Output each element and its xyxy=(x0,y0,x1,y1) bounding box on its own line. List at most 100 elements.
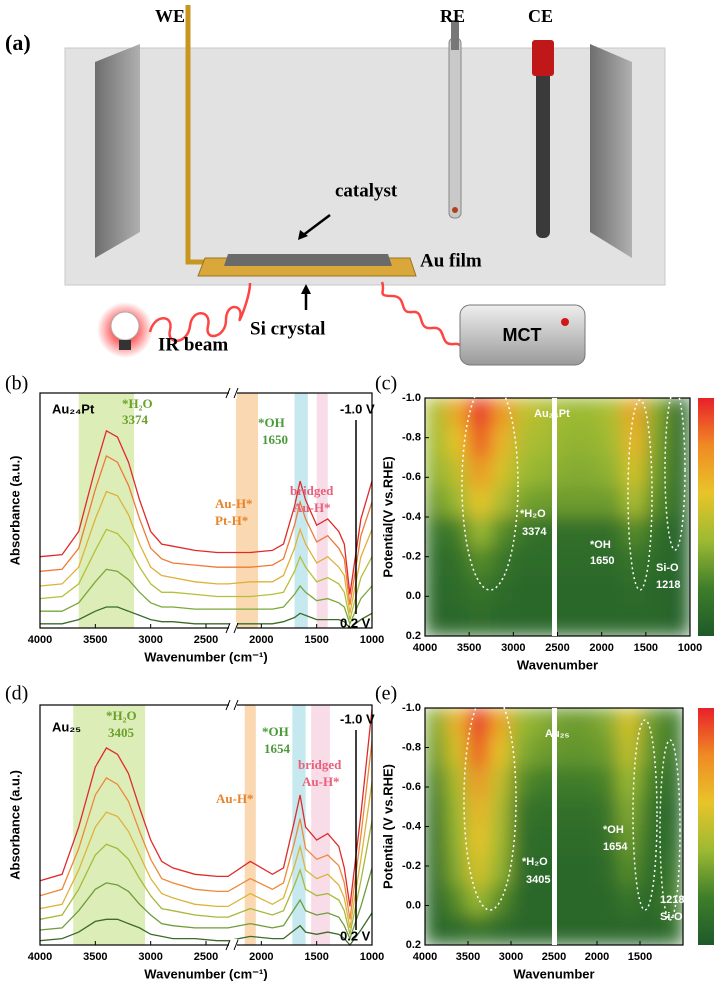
heatmap-cell xyxy=(467,914,490,945)
heatmap-cell xyxy=(596,885,619,916)
heatmap-cell xyxy=(639,855,662,887)
x-tick-label: 2500 xyxy=(542,951,566,963)
heatmap-cell xyxy=(645,516,669,548)
heatmap-cell xyxy=(510,708,533,739)
we-label: WE xyxy=(155,6,185,26)
heatmap-cell xyxy=(446,576,470,607)
heatmap-cell xyxy=(467,796,490,827)
heatmap-cell xyxy=(532,855,555,887)
bulb xyxy=(110,311,140,341)
y-axis-label: Potential(V vs.RHE) xyxy=(380,456,395,577)
heatmap-cell xyxy=(446,766,469,798)
potential-label: 0.2 V xyxy=(340,928,371,943)
heatmap-cell xyxy=(467,855,490,887)
heatmap-cell xyxy=(446,796,469,827)
y-tick-label: -0.6 xyxy=(402,471,421,483)
cell-right-wall xyxy=(590,44,632,258)
heatmap-cell xyxy=(446,737,469,768)
peak-outline xyxy=(627,399,653,591)
heatmap-cell xyxy=(601,516,625,548)
ce-cap xyxy=(532,40,554,76)
heatmap-cell xyxy=(490,457,514,488)
y-axis-label: Absorbance (a.u.) xyxy=(7,770,22,880)
heatmap-cell xyxy=(661,737,683,768)
peak-label: *OH xyxy=(603,824,624,836)
y-tick-label: -0.8 xyxy=(402,741,421,753)
x-tick-label: 2000 xyxy=(589,642,613,654)
bulb-base xyxy=(119,340,131,350)
peak-label: 3374 xyxy=(122,412,149,427)
heatmap-cell xyxy=(601,486,625,518)
spectrum-line xyxy=(39,820,373,935)
heatmap-cell xyxy=(596,914,619,945)
heatmap-cell xyxy=(645,576,669,607)
axis-break xyxy=(229,699,237,711)
heatmap-cell xyxy=(489,914,512,945)
heatmap-cell xyxy=(667,457,690,488)
peak-label: 1650 xyxy=(590,555,614,567)
x-tick-label: 3500 xyxy=(456,951,480,963)
highlight-band xyxy=(294,393,308,628)
x-tick-label: 4000 xyxy=(28,634,52,646)
heatmap-cell xyxy=(618,855,641,887)
peak-label: Si-O xyxy=(656,562,679,574)
heatmap-cell xyxy=(425,398,448,429)
highlight-band xyxy=(235,393,259,628)
heatmap-cell xyxy=(618,708,641,739)
heatmap-cell xyxy=(575,855,598,887)
axis-break xyxy=(552,398,557,636)
x-tick-label: 1500 xyxy=(304,951,328,963)
heatmap-cell xyxy=(510,796,533,827)
heatmap-cell xyxy=(639,826,662,857)
heatmap-cell xyxy=(557,605,581,636)
heatmap-cell xyxy=(645,605,669,636)
heatmap-cell xyxy=(446,826,469,857)
heatmap-cell xyxy=(512,486,536,518)
heatmap-cell xyxy=(468,546,492,577)
heatmap-cell xyxy=(575,766,598,798)
peak-label: *H₂O xyxy=(520,508,546,520)
heatmap-cell xyxy=(425,708,447,739)
x-tick-label: 2000 xyxy=(585,951,609,963)
peak-label: 1218 xyxy=(660,894,684,906)
line-chart: Absorbance (a.u.) (d) 4000 3500 3000 2500 2000… xyxy=(5,683,384,982)
re-electrode xyxy=(448,37,462,219)
heatmap-cell xyxy=(489,737,512,768)
highlight-band xyxy=(311,705,330,945)
catalyst-arrow xyxy=(301,214,331,237)
heatmap-cell xyxy=(553,826,576,857)
peak-label: 1654 xyxy=(264,741,291,756)
heatmap-cell xyxy=(579,427,603,458)
x-tick-label: 3000 xyxy=(499,951,523,963)
heatmap-cell xyxy=(575,737,598,768)
x-tick-label: 2000 xyxy=(249,951,273,963)
heatmap-cell xyxy=(446,914,469,945)
heatmap-cell xyxy=(661,826,683,857)
heatmap-cell xyxy=(601,457,625,488)
mct-led xyxy=(561,318,569,326)
peak-label: Pt-H* xyxy=(215,513,248,528)
heatmap-cell xyxy=(579,546,603,577)
heatmap-cell xyxy=(575,826,598,857)
x-axis-label: Wavenumber (cm⁻¹) xyxy=(144,966,267,981)
heatmap-cell xyxy=(512,605,536,636)
colorbar xyxy=(698,398,714,636)
heatmap-cell xyxy=(512,457,536,488)
heatmap-cell xyxy=(553,796,576,827)
x-axis-label: Wavenumber xyxy=(513,966,594,981)
x-tick-label: 2500 xyxy=(194,634,218,646)
heatmap-cell xyxy=(553,708,576,739)
peak-label: 1218 xyxy=(656,579,680,591)
catalyst-layer xyxy=(224,254,392,266)
heatmap-cell xyxy=(639,766,662,798)
panel-label: (b) xyxy=(5,373,28,395)
heatmap-cell xyxy=(467,737,490,768)
peak-label: *H₂O xyxy=(522,856,548,868)
heatmap-cell xyxy=(623,546,647,577)
heatmap-cell xyxy=(596,737,619,768)
cell-tank xyxy=(64,47,666,286)
highlight-band xyxy=(244,705,256,945)
heatmap-cell xyxy=(661,796,683,827)
si-crystal-label: Si crystal xyxy=(250,318,325,339)
spectrum-line xyxy=(39,709,373,907)
